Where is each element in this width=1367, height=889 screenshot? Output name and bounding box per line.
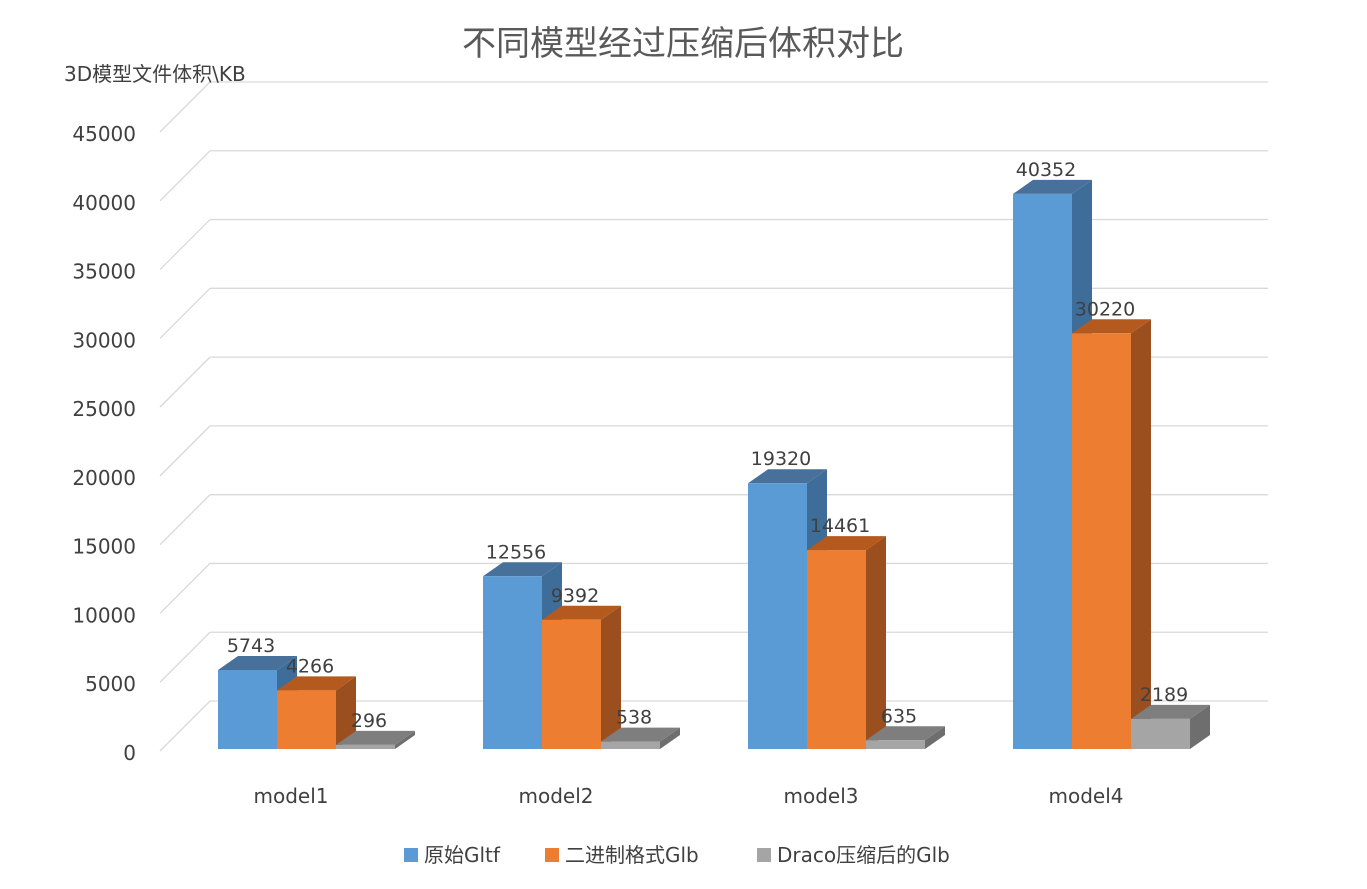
data-label: 296: [351, 710, 387, 732]
data-label: 5743: [227, 635, 275, 657]
legend-label: Draco压缩后的Glb: [777, 843, 950, 867]
bar-model3-series-2: [807, 536, 886, 749]
data-label: 14461: [810, 515, 870, 537]
y-axis-label: 3D模型文件体积\KB: [64, 62, 246, 86]
bar-front: [866, 740, 925, 749]
y-tick-label: 0: [123, 741, 136, 765]
bar-front: [748, 483, 807, 749]
data-label: 19320: [751, 448, 811, 470]
gridline-diagonal: [159, 494, 211, 546]
y-tick-label: 20000: [72, 466, 136, 490]
bar-side: [866, 536, 886, 749]
bar-top: [1131, 704, 1210, 719]
legend-swatch: [404, 848, 418, 862]
gridline-diagonal: [159, 425, 211, 477]
bars: [218, 179, 1210, 750]
data-label: 4266: [286, 655, 334, 677]
data-label: 30220: [1075, 298, 1135, 320]
bar-front: [483, 576, 542, 749]
gridline-diagonal: [159, 631, 211, 683]
bar-front: [807, 550, 866, 749]
bar-top: [1013, 179, 1092, 194]
bar-front: [218, 670, 277, 749]
bar-front: [1131, 718, 1190, 749]
x-tick-label: model3: [784, 784, 859, 808]
y-tick-label: 10000: [72, 603, 136, 627]
data-label: 9392: [551, 585, 599, 607]
bar-front: [601, 741, 660, 749]
bar-top: [336, 730, 415, 745]
x-tick-label: model2: [519, 784, 594, 808]
bar-front: [336, 744, 395, 749]
bar-side: [601, 605, 621, 749]
gridline-diagonal: [159, 150, 211, 202]
bar-model2-series-3: [601, 727, 680, 749]
data-label: 2189: [1140, 684, 1188, 706]
bar-side: [1131, 319, 1151, 749]
bar-side: [395, 730, 415, 749]
legend-item: 原始Gltf: [404, 843, 501, 867]
bar-top: [866, 726, 945, 741]
data-label: 40352: [1016, 159, 1076, 181]
bar-side: [336, 676, 356, 749]
y-tick-label: 25000: [72, 397, 136, 421]
data-label: 538: [616, 707, 652, 729]
y-tick-label: 5000: [85, 672, 136, 696]
gridline-diagonal: [159, 219, 211, 271]
bar-side: [925, 726, 945, 749]
bar-model2-series-1: [483, 562, 562, 749]
legend-label: 原始Gltf: [424, 843, 501, 867]
y-tick-label: 35000: [72, 260, 136, 284]
bar-model4-series-3: [1131, 704, 1210, 749]
bar-top: [1072, 319, 1151, 334]
bar-top: [277, 676, 356, 691]
y-axis-ticks: 0 5000 10000 15000 20000 25000 30000 35000 40000…: [72, 122, 136, 765]
bar-top: [748, 469, 827, 484]
bar-model1-series-2: [277, 676, 356, 749]
legend-item: Draco压缩后的Glb: [757, 843, 950, 867]
bar-top: [601, 727, 680, 742]
bar-model1-series-3: [336, 730, 415, 749]
legend-label: 二进制格式Glb: [565, 843, 699, 867]
bar-front: [277, 690, 336, 749]
bar-side: [1190, 704, 1210, 749]
bar-top: [483, 562, 562, 577]
gridline-diagonal: [159, 562, 211, 614]
x-tick-label: model4: [1049, 784, 1124, 808]
chart-title: 不同模型经过压缩后体积对比: [462, 24, 904, 64]
y-tick-label: 40000: [72, 191, 136, 215]
bar-front: [1072, 333, 1131, 749]
x-tick-label: model1: [254, 784, 329, 808]
legend: 原始Gltf 二进制格式Glb Draco压缩后的Glb: [404, 843, 950, 867]
bar-front: [542, 619, 601, 749]
gridline-diagonal: [159, 700, 211, 752]
legend-item: 二进制格式Glb: [545, 843, 699, 867]
bar-model3-series-3: [866, 726, 945, 749]
bar-top: [807, 536, 886, 551]
gridline-diagonal: [159, 287, 211, 339]
bar-top: [218, 656, 297, 671]
bar-model4-series-2: [1072, 319, 1151, 749]
y-tick-label: 15000: [72, 535, 136, 559]
x-axis-categories: model1 model2 model3 model4: [254, 784, 1124, 808]
gridline-diagonal: [159, 81, 211, 133]
data-label: 635: [881, 705, 917, 727]
bar-side: [660, 727, 680, 749]
gridline-diagonal: [159, 356, 211, 408]
y-tick-label: 45000: [72, 122, 136, 146]
bar-top: [542, 605, 621, 620]
data-label: 12556: [486, 541, 546, 563]
bar-front: [1013, 193, 1072, 750]
y-tick-label: 30000: [72, 328, 136, 352]
legend-swatch: [545, 848, 559, 862]
bar-model2-series-2: [542, 605, 621, 749]
legend-swatch: [757, 848, 771, 862]
